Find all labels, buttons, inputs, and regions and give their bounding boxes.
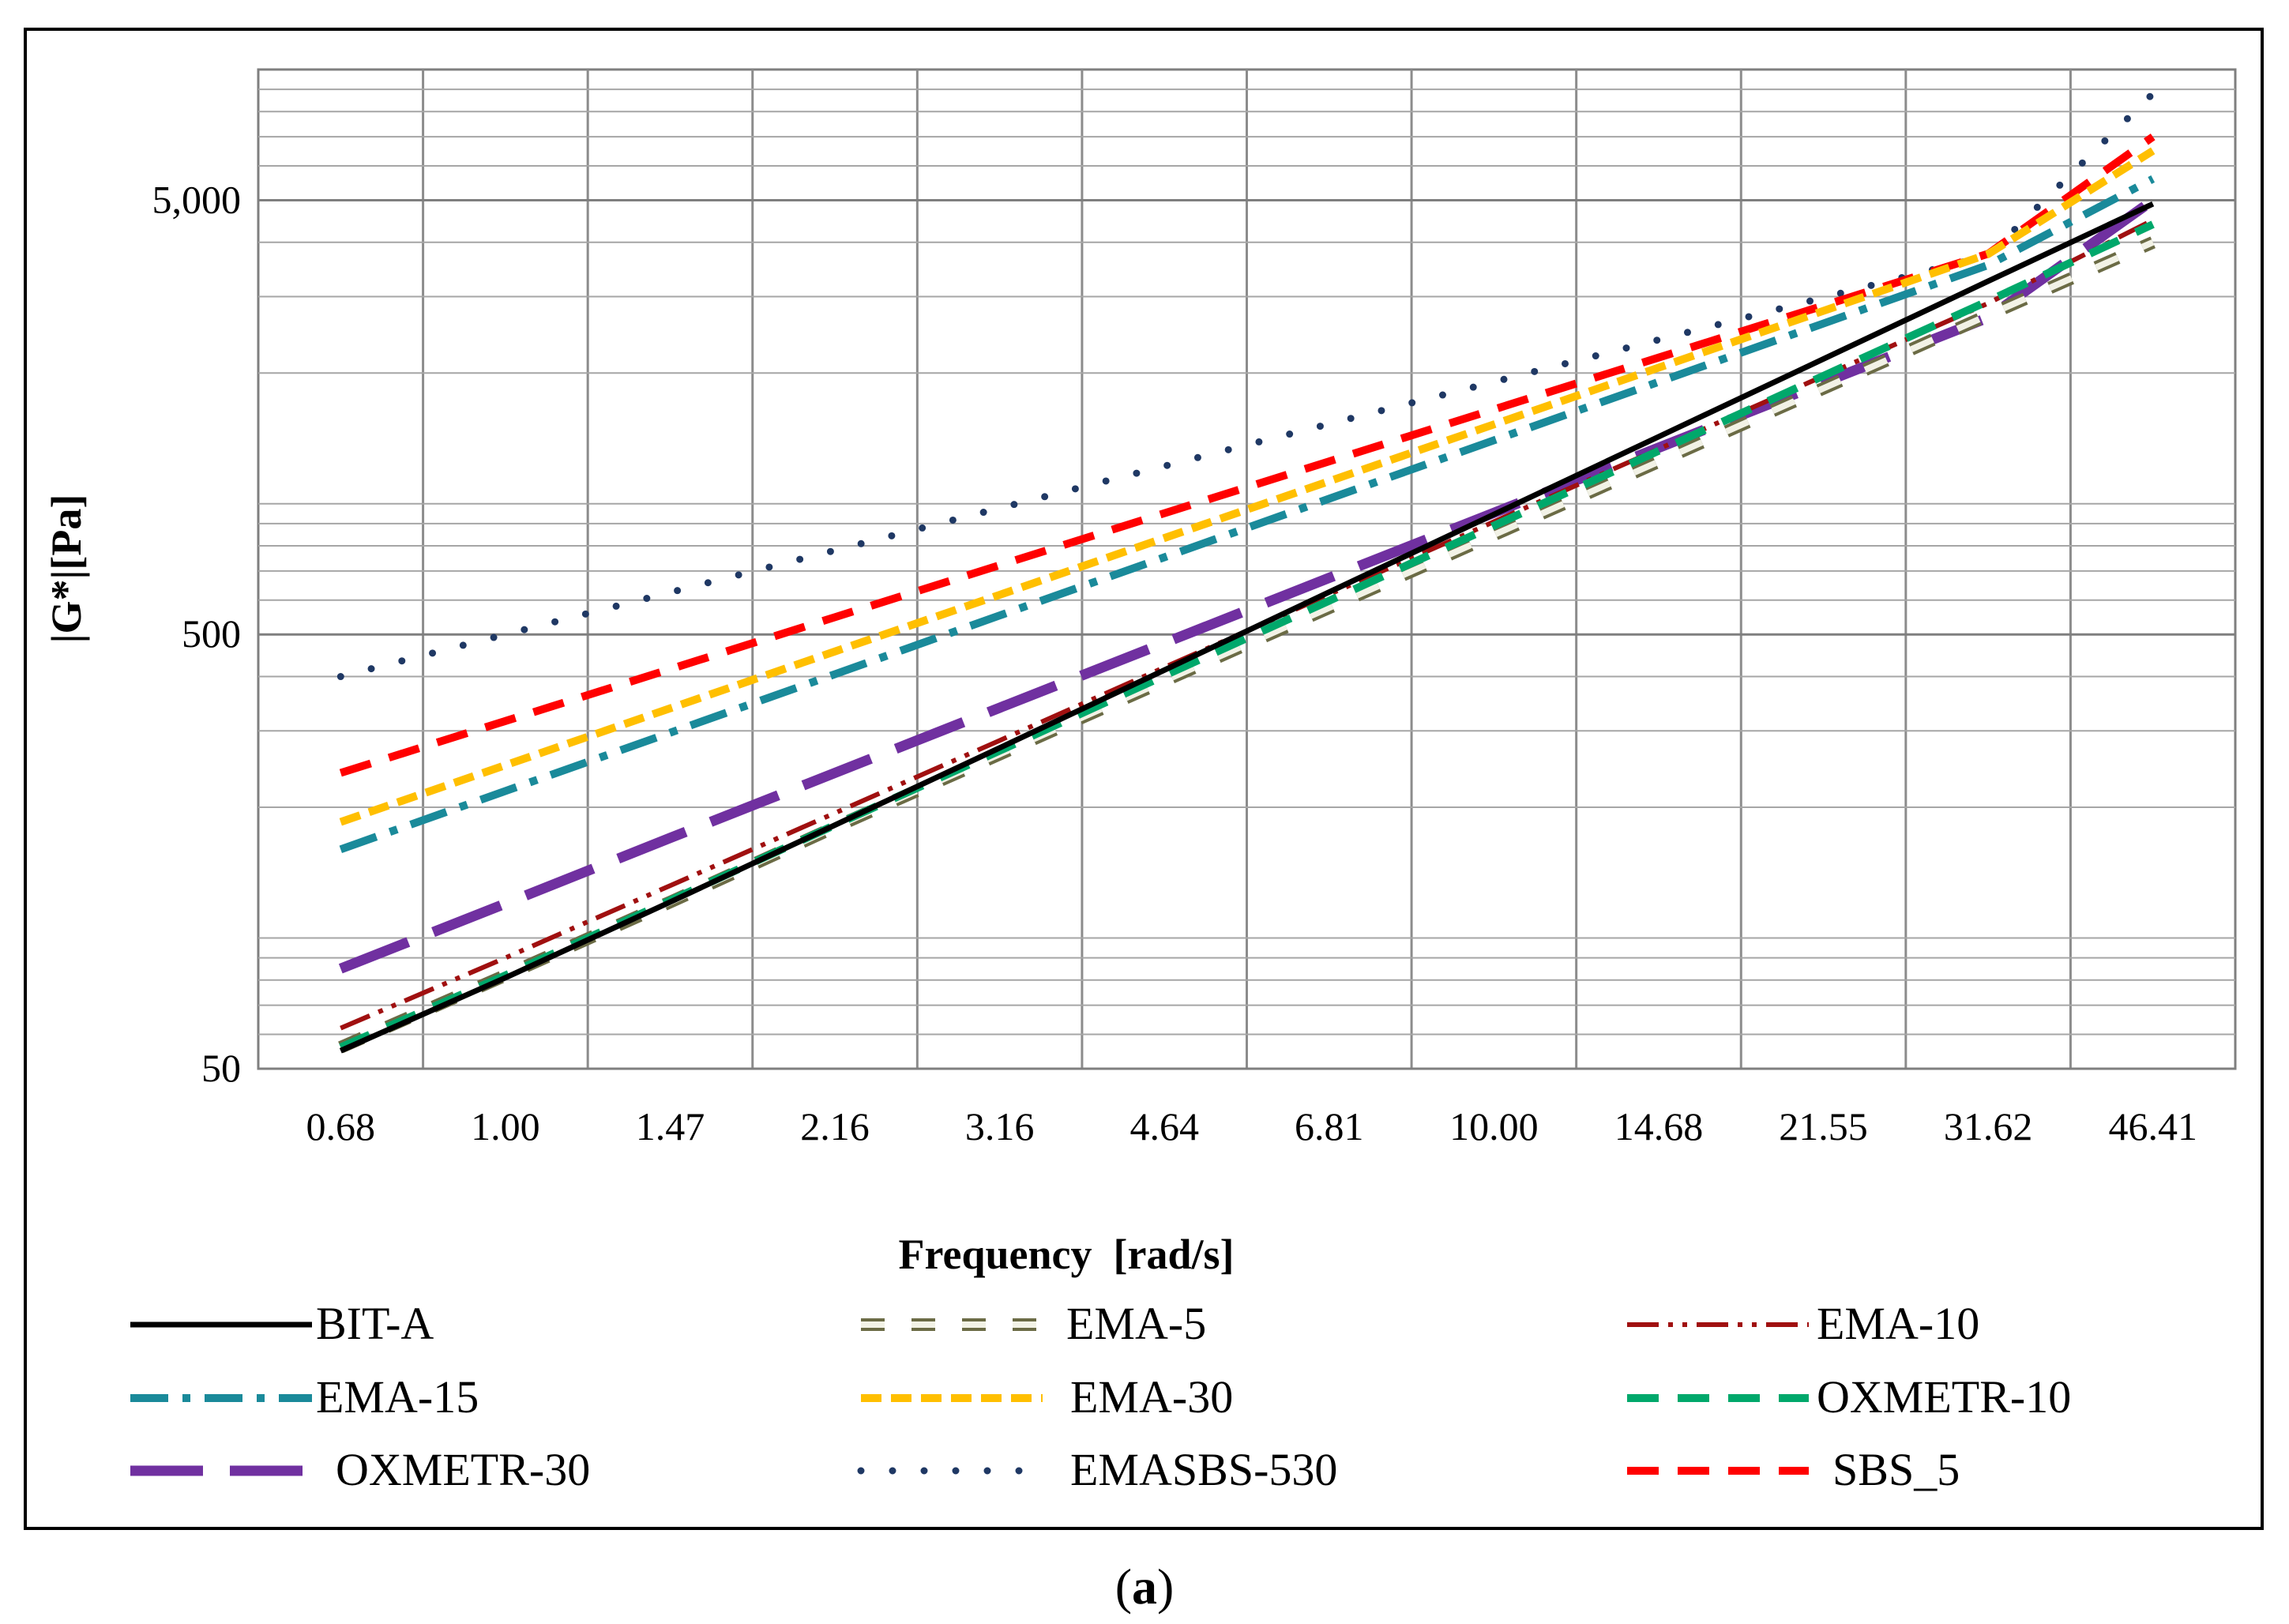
- x-tick-label: 2.16: [800, 1104, 870, 1148]
- legend-label-ema-10: EMA-10: [1817, 1298, 1979, 1349]
- series-bit-a: [339, 201, 2155, 1054]
- x-tick-label: 1.00: [471, 1104, 540, 1148]
- legend-item-oxmetr-10: OXMETR-10: [1627, 1371, 2071, 1423]
- series-line-ema-30: [339, 147, 2156, 826]
- legend-label-ema-15: EMA-15: [316, 1371, 479, 1423]
- y-tick-label: 50: [201, 1046, 241, 1090]
- x-tick-label: 31.62: [1944, 1104, 2033, 1148]
- y-axis-title: |G*|[Pa]: [43, 494, 90, 644]
- x-tick-label: 3.16: [965, 1104, 1035, 1148]
- series-line-bit-a: [339, 201, 2155, 1054]
- series-ema-30: [339, 147, 2156, 826]
- legend-label-ema-5: EMA-5: [1066, 1298, 1206, 1349]
- x-axis-title: Frequency [rad/s]: [899, 1231, 1235, 1278]
- series-line-sbs-5: [339, 133, 2156, 777]
- legend-item-ema-10: EMA-10: [1627, 1298, 1979, 1349]
- x-tick-label: 4.64: [1129, 1104, 1199, 1148]
- legend-item-ema-15: EMA-15: [130, 1371, 479, 1423]
- series-emasbs-530: [336, 90, 2157, 681]
- legend-item-ema-30: EMA-30: [861, 1371, 1233, 1423]
- x-tick-label: 6.81: [1295, 1104, 1364, 1148]
- legend: BIT-A EMA-5 EMA-10 EMA-15 EMA-30 OXMETR-10 OXM…: [130, 1298, 2071, 1495]
- x-tick-label: 46.41: [2108, 1104, 2197, 1148]
- legend-item-oxmetr-30: OXMETR-30: [130, 1444, 590, 1495]
- series-ema-15: [339, 175, 2156, 854]
- y-tick-label: 5,000: [152, 177, 242, 221]
- series-layer: [336, 90, 2157, 1054]
- legend-label-ema-30: EMA-30: [1070, 1371, 1233, 1423]
- legend-item-ema-5: EMA-5: [861, 1298, 1206, 1349]
- series-line-oxmetr-30: [338, 196, 2156, 974]
- x-tick-labels: 0.68 1.00 1.47 2.16 3.16 4.64 6.81 10.00 14.68 21…: [306, 1104, 2197, 1148]
- x-tick-label: 10.00: [1449, 1104, 1539, 1148]
- legend-item-sbs-5: SBS_5: [1627, 1444, 1960, 1495]
- series-line-ema-15: [339, 175, 2156, 854]
- figure-caption: (a): [1115, 1558, 1175, 1615]
- x-tick-label: 1.47: [636, 1104, 705, 1148]
- legend-label-bit-a: BIT-A: [316, 1298, 434, 1349]
- legend-item-bit-a: BIT-A: [130, 1298, 434, 1349]
- y-tick-labels: 50 500 5,000: [152, 177, 242, 1090]
- legend-label-oxmetr-10: OXMETR-10: [1817, 1371, 2071, 1423]
- x-tick-label: 0.68: [306, 1104, 376, 1148]
- y-tick-label: 500: [182, 611, 241, 656]
- x-tick-label: 14.68: [1614, 1104, 1704, 1148]
- legend-label-emasbs-530: EMASBS-530: [1070, 1444, 1337, 1495]
- grid: [258, 70, 2235, 1070]
- legend-label-oxmetr-30: OXMETR-30: [336, 1444, 590, 1495]
- legend-item-emasbs-530: EMASBS-530: [857, 1444, 1337, 1495]
- x-tick-label: 21.55: [1779, 1104, 1868, 1148]
- legend-label-sbs-5: SBS_5: [1832, 1444, 1960, 1495]
